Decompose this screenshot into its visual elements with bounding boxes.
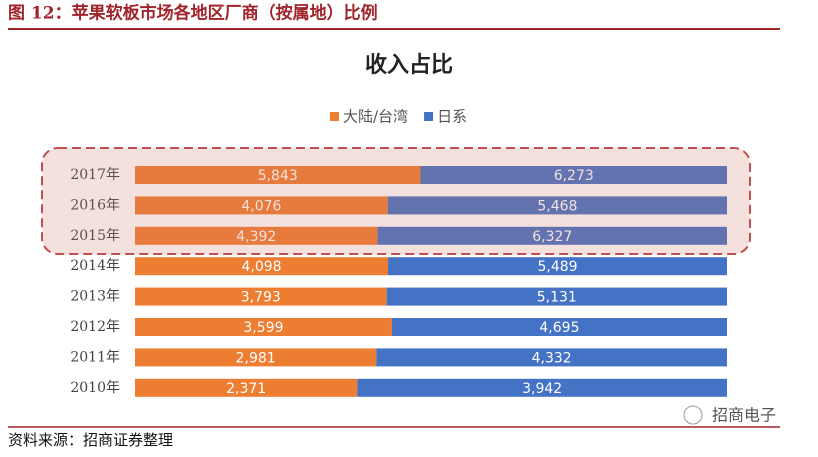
bar-segment xyxy=(376,348,727,367)
y-tick-label: 2014年 xyxy=(70,258,120,274)
bar-segment xyxy=(135,318,392,336)
value-label: 6,273 xyxy=(554,168,594,184)
bar-segment xyxy=(420,166,727,184)
bar-segment xyxy=(135,166,421,184)
y-tick-label: 2017年 xyxy=(70,167,120,183)
value-label: 2,981 xyxy=(236,350,276,366)
value-label: 2,371 xyxy=(226,381,266,397)
value-label: 4,695 xyxy=(539,320,579,336)
value-label: 4,392 xyxy=(236,229,276,245)
value-label: 5,131 xyxy=(537,290,577,306)
value-label: 5,489 xyxy=(537,259,577,275)
watermark-icon xyxy=(683,405,703,425)
legend-label: 大陆/台湾 xyxy=(343,108,408,126)
bar-segment xyxy=(357,378,727,397)
bar-segment xyxy=(135,378,358,397)
source-note: 资料来源：招商证券整理 xyxy=(8,431,173,449)
legend-swatch xyxy=(330,112,339,121)
y-tick-label: 2011年 xyxy=(70,349,120,365)
y-tick-label: 2015年 xyxy=(70,228,120,244)
y-tick-label: 2013年 xyxy=(70,289,120,305)
value-label: 3,942 xyxy=(522,381,562,397)
bar-segment xyxy=(135,257,389,276)
bar-segment xyxy=(387,196,727,215)
value-label: 3,793 xyxy=(241,290,281,306)
watermark: 招商电子 xyxy=(712,406,776,425)
value-label: 5,468 xyxy=(537,198,577,214)
bar-segment xyxy=(135,287,387,306)
bar-segment xyxy=(135,348,377,367)
y-tick-label: 2012年 xyxy=(70,319,120,335)
y-tick-label: 2010年 xyxy=(70,380,120,396)
value-label: 4,332 xyxy=(532,350,572,366)
highlight-box xyxy=(41,147,751,255)
value-label: 5,843 xyxy=(258,168,298,184)
bar-segment xyxy=(386,287,727,306)
value-label: 4,098 xyxy=(241,259,281,275)
legend-label: 日系 xyxy=(437,108,467,126)
bar-segment xyxy=(135,196,388,215)
y-tick-label: 2016年 xyxy=(70,197,120,213)
bar-segment xyxy=(377,226,727,245)
bar-segment xyxy=(391,318,727,336)
value-label: 6,327 xyxy=(532,229,572,245)
bar-segment xyxy=(388,257,727,276)
figure-title: 图 12：苹果软板市场各地区厂商（按属地）比例 xyxy=(8,3,378,24)
bar-segment xyxy=(135,226,378,245)
value-label: 4,076 xyxy=(241,198,281,214)
chart-title: 收入占比 xyxy=(365,52,453,78)
value-label: 3,599 xyxy=(243,320,283,336)
legend-swatch xyxy=(424,112,434,121)
